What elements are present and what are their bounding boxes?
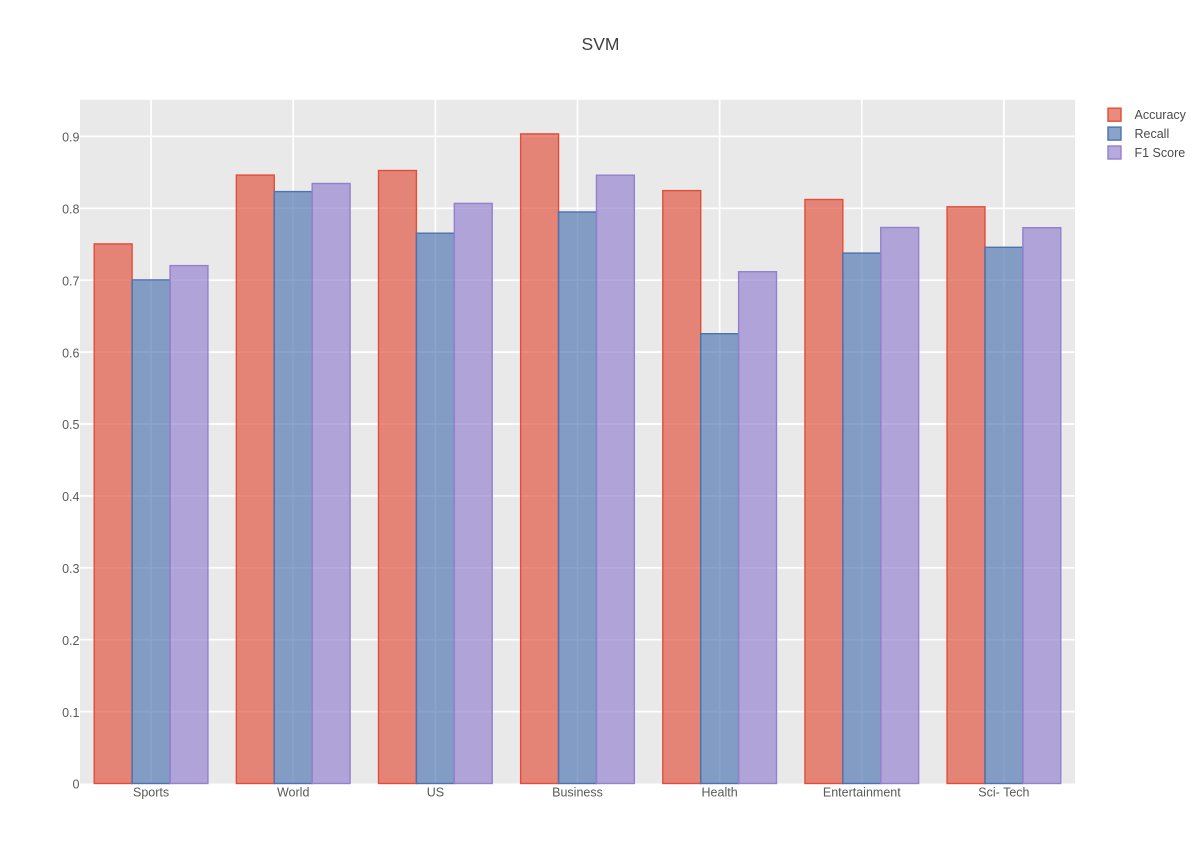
- svg-text:0.4: 0.4: [62, 490, 79, 504]
- svg-text:0.2: 0.2: [62, 634, 79, 648]
- svg-text:0.9: 0.9: [62, 131, 79, 145]
- svg-text:Accuracy: Accuracy: [1135, 108, 1187, 122]
- svg-text:Recall: Recall: [1135, 127, 1170, 141]
- svg-text:World: World: [277, 786, 309, 800]
- svg-text:Health: Health: [702, 786, 738, 800]
- svg-text:0.3: 0.3: [62, 562, 79, 576]
- svg-text:Entertainment: Entertainment: [823, 786, 901, 800]
- svg-text:0.8: 0.8: [62, 203, 79, 217]
- svg-text:F1 Score: F1 Score: [1135, 146, 1186, 160]
- svg-text:Sci- Tech: Sci- Tech: [978, 786, 1029, 800]
- svg-text:US: US: [427, 786, 444, 800]
- svg-text:SVM: SVM: [582, 34, 620, 54]
- svg-text:0: 0: [73, 778, 80, 792]
- svg-text:0.7: 0.7: [62, 274, 79, 288]
- svg-text:Business: Business: [552, 786, 603, 800]
- svg-text:0.6: 0.6: [62, 346, 79, 360]
- svg-text:Sports: Sports: [133, 786, 169, 800]
- svg-text:0.1: 0.1: [62, 706, 79, 720]
- svg-text:0.5: 0.5: [62, 418, 79, 432]
